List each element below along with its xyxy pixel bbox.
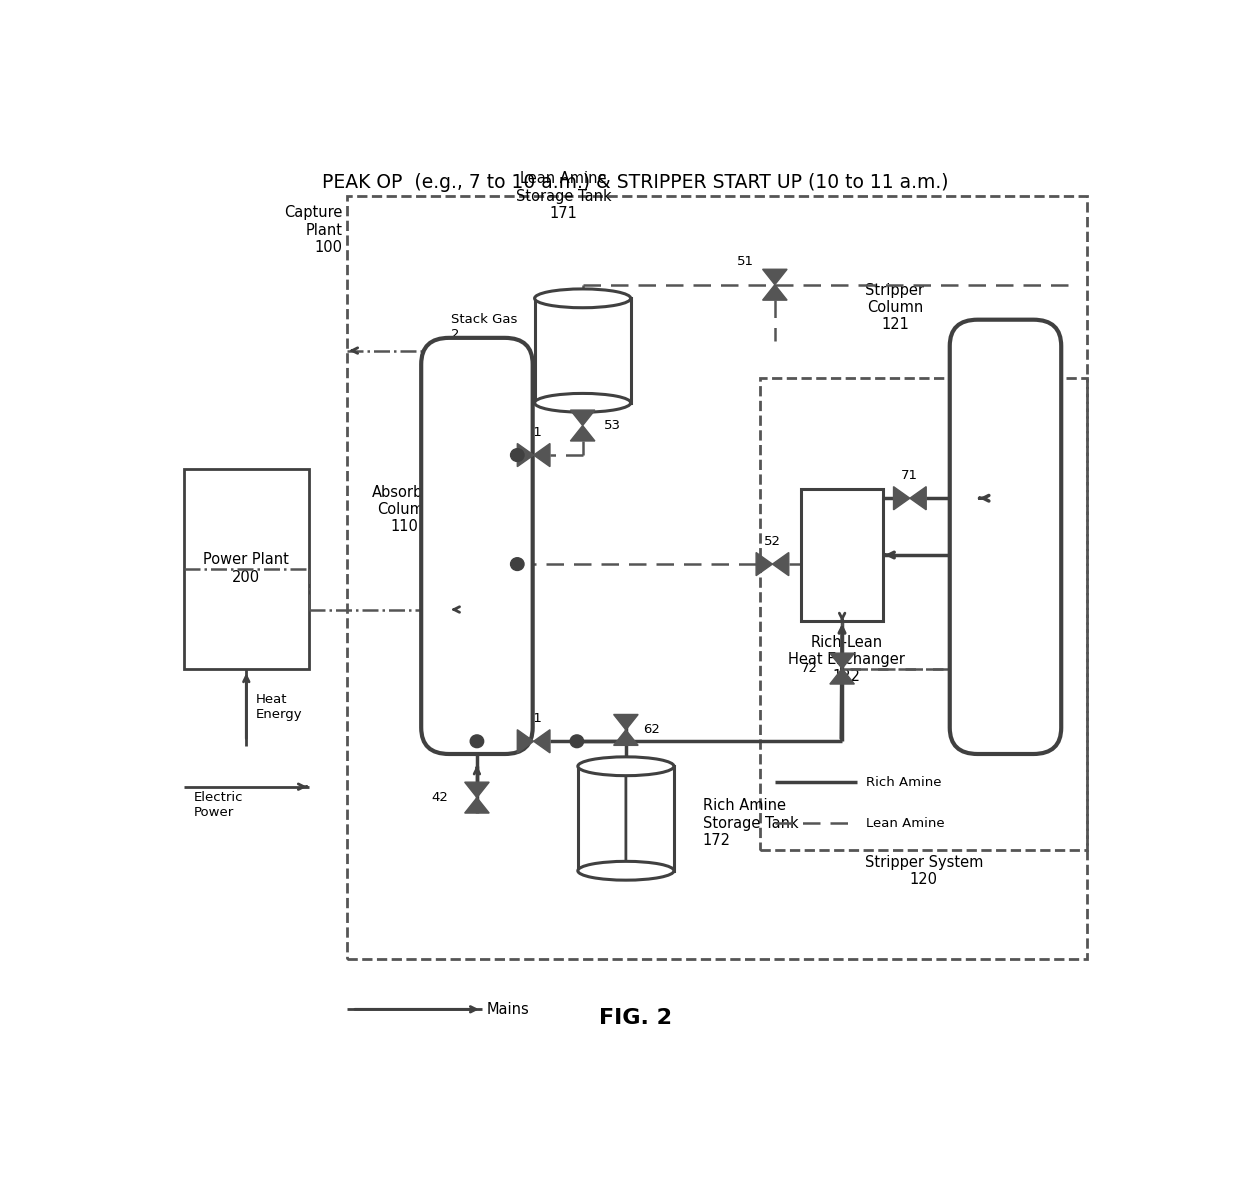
Text: 72: 72 bbox=[801, 662, 818, 675]
Circle shape bbox=[570, 735, 584, 748]
Polygon shape bbox=[533, 729, 551, 753]
Bar bbox=[801, 490, 883, 621]
Ellipse shape bbox=[534, 289, 631, 308]
Polygon shape bbox=[756, 552, 773, 576]
Bar bbox=[184, 468, 309, 669]
Text: Heat
Energy: Heat Energy bbox=[255, 693, 303, 721]
Polygon shape bbox=[533, 444, 551, 466]
Text: 53: 53 bbox=[604, 419, 621, 432]
Text: Stack Gas
2: Stack Gas 2 bbox=[451, 314, 517, 341]
Text: Flue Gas
1: Flue Gas 1 bbox=[459, 571, 516, 598]
Polygon shape bbox=[830, 654, 854, 669]
Polygon shape bbox=[763, 284, 787, 300]
Text: 61: 61 bbox=[526, 712, 542, 725]
Ellipse shape bbox=[578, 861, 675, 880]
Bar bbox=[534, 299, 631, 402]
Text: 62: 62 bbox=[644, 723, 660, 736]
Polygon shape bbox=[465, 798, 490, 813]
Text: 42: 42 bbox=[432, 791, 448, 804]
Polygon shape bbox=[465, 782, 490, 798]
Bar bbox=[760, 378, 1087, 851]
Text: Mains: Mains bbox=[486, 1002, 529, 1017]
Polygon shape bbox=[570, 411, 595, 426]
Text: Stripper System
120: Stripper System 120 bbox=[864, 854, 983, 887]
Text: 41: 41 bbox=[526, 426, 542, 439]
FancyBboxPatch shape bbox=[950, 320, 1061, 754]
Polygon shape bbox=[614, 730, 639, 746]
Bar bbox=[578, 766, 675, 871]
Text: FIG. 2: FIG. 2 bbox=[599, 1009, 672, 1029]
Polygon shape bbox=[614, 714, 639, 730]
Text: Electric
Power: Electric Power bbox=[193, 792, 243, 819]
Circle shape bbox=[511, 558, 525, 570]
Circle shape bbox=[511, 448, 525, 461]
Polygon shape bbox=[894, 486, 910, 510]
Text: PEAK OP  (e.g., 7 to 10 a.m.) & STRIPPER START UP (10 to 11 a.m.): PEAK OP (e.g., 7 to 10 a.m.) & STRIPPER … bbox=[322, 173, 949, 192]
Text: Stripper
Column
121: Stripper Column 121 bbox=[866, 282, 925, 333]
Circle shape bbox=[470, 735, 484, 748]
Text: Absorber
Column
110: Absorber Column 110 bbox=[372, 485, 438, 535]
Polygon shape bbox=[517, 444, 533, 466]
Text: Lean Amine: Lean Amine bbox=[866, 817, 945, 830]
Text: 52: 52 bbox=[764, 535, 781, 548]
Text: 51: 51 bbox=[737, 255, 754, 268]
Polygon shape bbox=[830, 669, 854, 684]
Text: Rich Amine: Rich Amine bbox=[866, 775, 941, 788]
Text: Rich-Lean
Heat Exchanger
122: Rich-Lean Heat Exchanger 122 bbox=[789, 635, 905, 684]
Text: Power Plant
200: Power Plant 200 bbox=[203, 552, 289, 585]
Ellipse shape bbox=[534, 393, 631, 412]
Bar bbox=[347, 196, 1087, 959]
Polygon shape bbox=[773, 552, 789, 576]
Polygon shape bbox=[763, 269, 787, 284]
Polygon shape bbox=[517, 729, 533, 753]
Polygon shape bbox=[910, 486, 926, 510]
FancyBboxPatch shape bbox=[422, 337, 533, 754]
Text: Rich Amine
Storage Tank
172: Rich Amine Storage Tank 172 bbox=[703, 798, 799, 848]
Polygon shape bbox=[570, 426, 595, 441]
Text: Lean Amine
Storage Tank
171: Lean Amine Storage Tank 171 bbox=[516, 171, 611, 221]
Text: 71: 71 bbox=[901, 468, 919, 481]
Text: Capture
Plant
100: Capture Plant 100 bbox=[284, 205, 342, 255]
Ellipse shape bbox=[578, 756, 675, 775]
